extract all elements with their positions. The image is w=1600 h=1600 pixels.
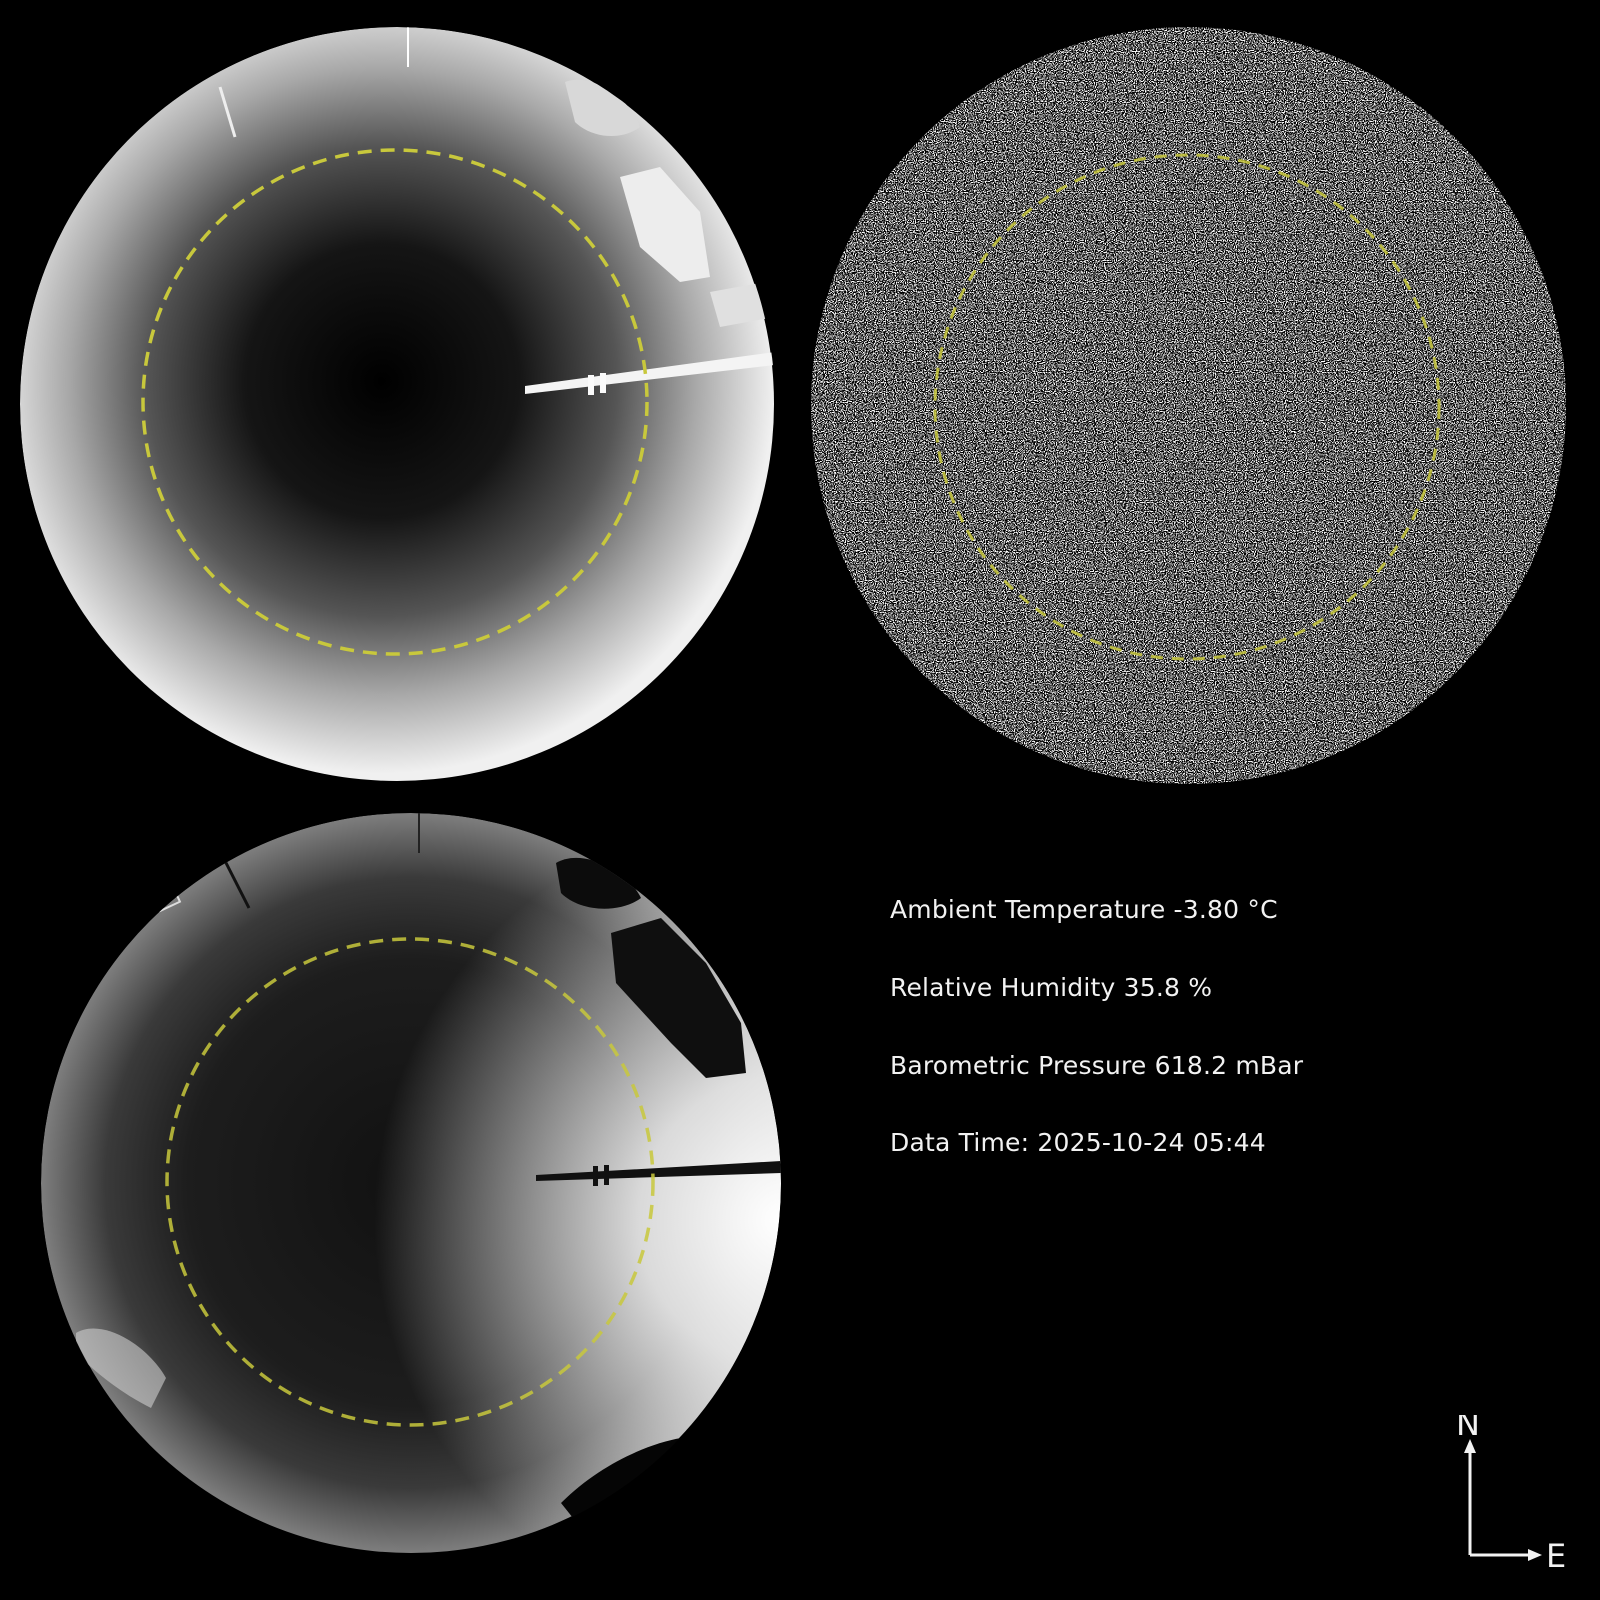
noise-guide-circle [933, 153, 1441, 661]
visible-equipment [611, 918, 746, 1078]
visible-sky-svg [41, 813, 781, 1553]
ir-equipment [620, 167, 710, 282]
noise-speckle [811, 27, 1566, 784]
visible-mast-clamp [593, 1166, 598, 1186]
compass-icon: N E [1456, 1415, 1566, 1575]
difference-sky-svg [811, 27, 1566, 784]
visible-wire [219, 852, 251, 909]
barometric-pressure: Barometric Pressure 618.2 mBar [890, 1051, 1304, 1080]
visible-shadow [561, 1438, 681, 1528]
ambient-temperature: Ambient Temperature -3.80 °C [890, 895, 1278, 924]
compass-east-label: E [1546, 1537, 1566, 1575]
compass-north-label: N [1456, 1415, 1480, 1443]
infrared-sky-image [20, 27, 775, 782]
ir-equipment [565, 79, 640, 137]
compass-east-arrowhead [1528, 1549, 1542, 1561]
ir-wire [218, 86, 237, 138]
relative-humidity: Relative Humidity 35.8 % [890, 973, 1213, 1002]
data-time: Data Time: 2025-10-24 05:44 [890, 1128, 1266, 1157]
infrared-sky-svg [20, 27, 775, 781]
ir-guide-circle [141, 148, 649, 656]
ir-sky-disk [20, 27, 774, 781]
visible-mast-clamp [604, 1165, 609, 1185]
ir-mast-clamp [600, 373, 606, 393]
compass-north-arrowhead [1464, 1439, 1476, 1453]
visible-dome [76, 1328, 166, 1408]
visible-sky-glow [41, 813, 781, 1553]
ir-mast-clamp [588, 375, 594, 395]
difference-sky-image [811, 27, 1566, 784]
ir-mast [525, 352, 775, 394]
visible-guide-circle [165, 937, 655, 1427]
visible-sky-image [41, 813, 781, 1554]
visible-equipment [556, 857, 641, 909]
